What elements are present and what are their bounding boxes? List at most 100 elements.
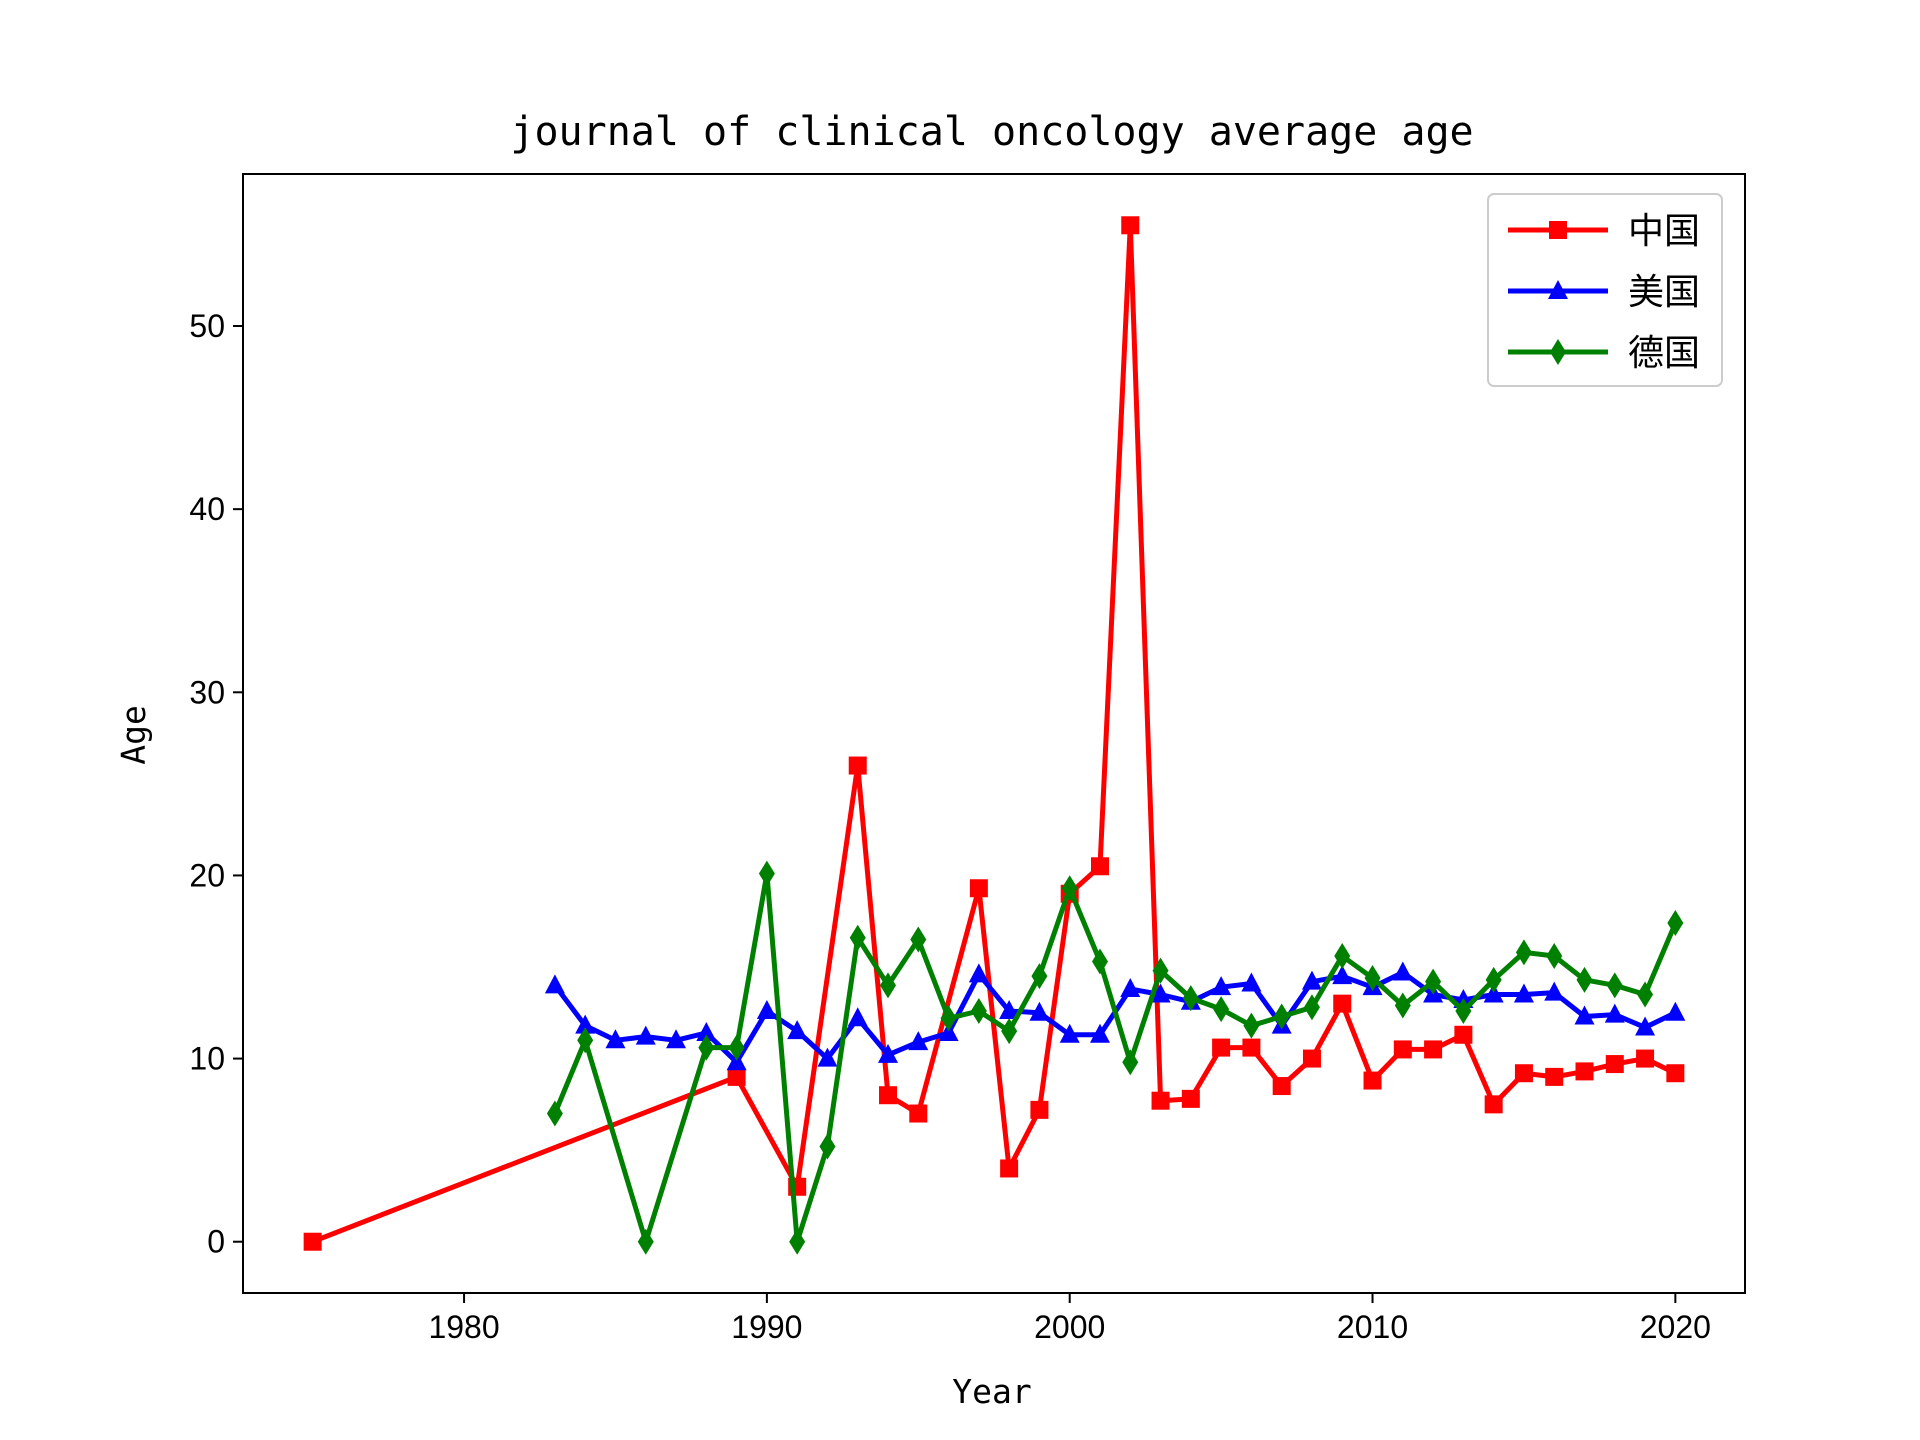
legend-label: 美国 [1628, 272, 1700, 313]
data-point [575, 1014, 596, 1034]
data-point [698, 1034, 715, 1061]
series-line [552, 871, 1678, 1245]
data-point [1363, 1071, 1382, 1090]
data-point [728, 1034, 745, 1061]
data-point [1213, 996, 1230, 1023]
data-point [1242, 1038, 1261, 1057]
data-point [1152, 957, 1169, 984]
data-point [1181, 1089, 1200, 1108]
data-point [968, 963, 989, 983]
legend-marker [1550, 339, 1566, 365]
data-point [546, 1100, 563, 1127]
data-point [1484, 1095, 1503, 1114]
data-point [637, 1228, 654, 1255]
legend-marker [1548, 280, 1568, 299]
data-point [1515, 939, 1532, 966]
data-point [910, 926, 927, 953]
data-point [1241, 972, 1262, 992]
series-3 [546, 860, 1684, 1255]
data-point [1272, 1077, 1291, 1096]
data-point [1393, 1040, 1412, 1059]
data-point [1031, 963, 1048, 990]
data-point [1302, 1049, 1321, 1068]
x-tick-label: 1990 [731, 1309, 802, 1345]
plot-content [303, 216, 1686, 1255]
data-point [879, 1086, 898, 1105]
data-point [605, 1029, 626, 1049]
chart-title: journal of clinical oncology average age [510, 109, 1473, 155]
data-point [1061, 875, 1078, 902]
data-point [1091, 948, 1108, 975]
data-point [666, 1029, 687, 1049]
data-point [938, 1021, 959, 1041]
data-point [1485, 966, 1502, 993]
x-axis-label: Year [952, 1372, 1031, 1411]
data-point [909, 1104, 928, 1123]
data-point [696, 1021, 717, 1041]
data-point [756, 999, 777, 1019]
x-tick-label: 1980 [428, 1309, 499, 1345]
data-point [1667, 910, 1684, 937]
data-point [726, 1051, 747, 1071]
legend-item-2: 美国 [1508, 272, 1700, 313]
data-point [1513, 983, 1534, 1003]
data-point [544, 974, 565, 994]
data-point [1454, 1025, 1473, 1044]
data-point [1121, 216, 1140, 235]
y-axis-label: Age [114, 705, 153, 765]
data-point [1576, 966, 1593, 993]
series-1 [303, 216, 1685, 1251]
data-point [1303, 994, 1320, 1021]
data-point [878, 1043, 899, 1063]
data-point [908, 1031, 929, 1051]
data-point [1637, 981, 1654, 1008]
data-point [1334, 943, 1351, 970]
data-point [1211, 976, 1232, 996]
data-point [789, 1228, 806, 1255]
data-point [1425, 968, 1442, 995]
legend-label: 中国 [1628, 211, 1700, 252]
data-point [1212, 1038, 1231, 1057]
legend-marker [1549, 221, 1567, 239]
y-tick-label: 50 [189, 308, 225, 344]
data-point [1483, 983, 1504, 1003]
data-point [970, 997, 987, 1024]
data-point [577, 1027, 594, 1054]
x-axis: 1980 1990 2000 2010 2020 [428, 1293, 1711, 1345]
data-point [1424, 1040, 1443, 1059]
data-point [635, 1025, 656, 1045]
data-point [848, 756, 867, 775]
data-point [727, 1067, 746, 1086]
data-point [1514, 1064, 1533, 1083]
x-tick-label: 2010 [1337, 1309, 1408, 1345]
plot-frame [242, 173, 1746, 1294]
data-point [1090, 857, 1109, 876]
data-point [969, 879, 988, 898]
data-point [1332, 965, 1353, 985]
legend-item-3: 德国 [1508, 333, 1700, 374]
data-point [817, 1047, 838, 1067]
data-point [1575, 1062, 1594, 1081]
data-point [1636, 1049, 1655, 1068]
y-axis: 0 10 20 30 40 50 [189, 308, 243, 1260]
data-point [1392, 961, 1413, 981]
data-point [847, 1007, 868, 1027]
data-point [1089, 1023, 1110, 1043]
data-point [1666, 1064, 1685, 1083]
data-point [1605, 1055, 1624, 1074]
data-point [1000, 1159, 1019, 1178]
data-point [758, 860, 775, 887]
y-tick-label: 10 [189, 1041, 225, 1077]
data-point [303, 1232, 322, 1251]
data-point [1150, 983, 1171, 1003]
data-point [1122, 1049, 1139, 1076]
data-point [1151, 1091, 1170, 1110]
data-point [1273, 1003, 1290, 1030]
data-point [1574, 1005, 1595, 1025]
data-point [1030, 1100, 1049, 1119]
data-point [940, 1005, 957, 1032]
data-point [880, 972, 897, 999]
